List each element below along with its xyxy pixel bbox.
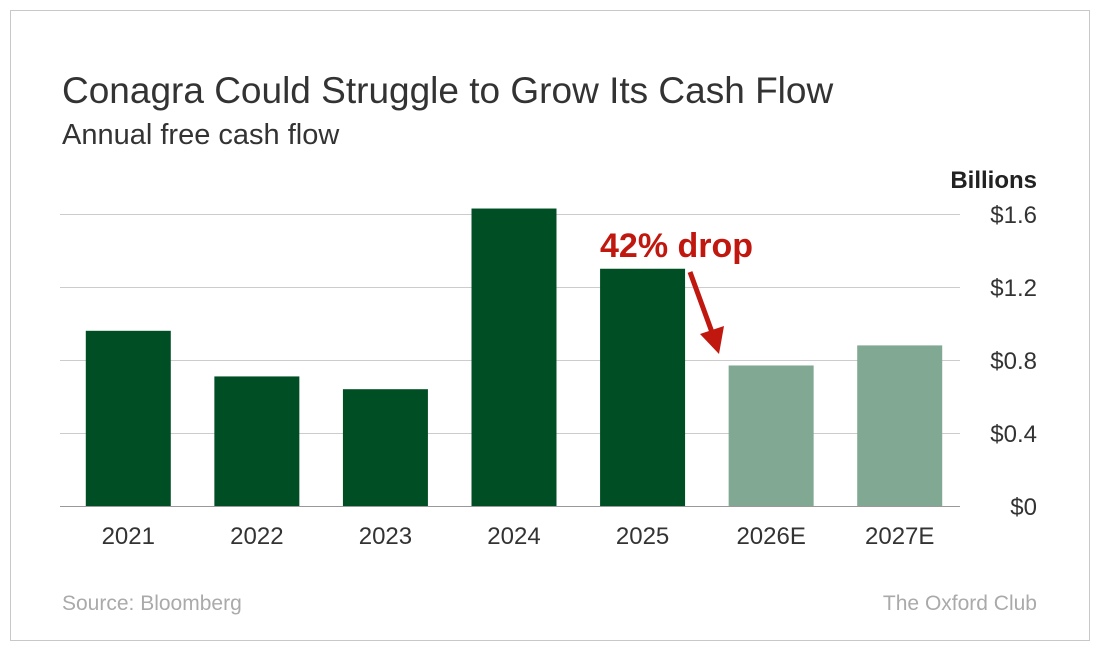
x-tick-label: 2025 xyxy=(616,523,669,550)
x-tick-label: 2021 xyxy=(102,523,155,550)
brand-label: The Oxford Club xyxy=(883,592,1037,615)
x-tick-label: 2022 xyxy=(230,523,283,550)
bar-2022 xyxy=(214,376,300,506)
bar-2024 xyxy=(471,208,557,506)
bar-2021 xyxy=(85,330,171,506)
x-tick-label: 2024 xyxy=(487,523,540,550)
unit-label: Billions xyxy=(950,167,1037,194)
y-tick-label: $0 xyxy=(1010,494,1037,521)
x-tick-label: 2023 xyxy=(359,523,412,550)
y-tick-label: $0.8 xyxy=(990,348,1037,375)
bar-2027E xyxy=(857,345,943,506)
bar-2025 xyxy=(600,268,686,506)
chart-subtitle: Annual free cash flow xyxy=(62,119,340,151)
x-tick-label: 2027E xyxy=(865,523,934,550)
x-tick-label: 2026E xyxy=(736,523,805,550)
bar-2023 xyxy=(342,389,428,506)
annotation: 42% drop xyxy=(600,227,753,354)
bar-2026E xyxy=(728,365,814,506)
y-tick-label: $1.2 xyxy=(990,275,1037,302)
y-tick-label: $1.6 xyxy=(990,202,1037,229)
y-tick-label: $0.4 xyxy=(990,421,1037,448)
annotation-text: 42% drop xyxy=(600,227,753,265)
chart-title: Conagra Could Struggle to Grow Its Cash … xyxy=(62,70,833,111)
source-note: Source: Bloomberg xyxy=(62,592,242,615)
annotation-arrowhead xyxy=(700,326,724,354)
annotation-arrow xyxy=(687,271,716,336)
